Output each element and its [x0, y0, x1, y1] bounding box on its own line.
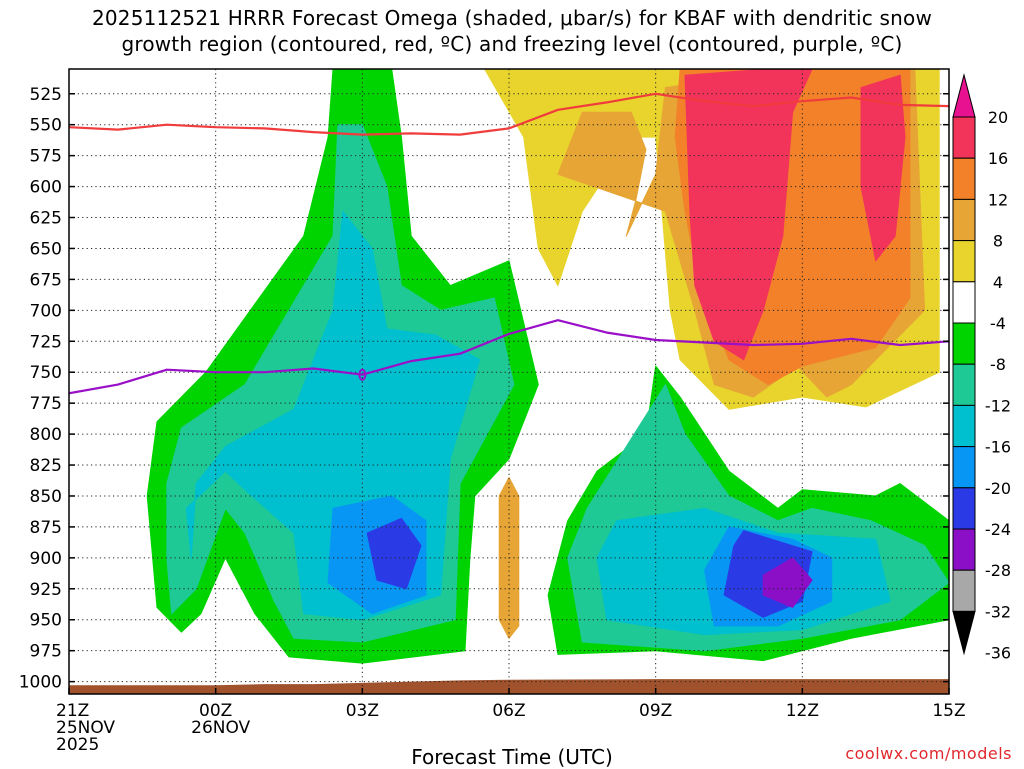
colorbar-label: -12 — [985, 396, 1011, 415]
omega-region-descent-north-core — [684, 69, 813, 361]
colorbar-label: -24 — [985, 520, 1011, 539]
y-tick-label: 700 — [30, 301, 62, 321]
y-tick-label: 850 — [30, 487, 62, 507]
omega-shading-layer — [146, 69, 949, 664]
y-tick-label: 675 — [30, 270, 62, 290]
colorbar-bin — [952, 487, 976, 530]
colorbar-bin — [952, 322, 976, 365]
chart-title-line-1: 2025112521 HRRR Forecast Omega (shaded, … — [91, 6, 933, 30]
freezing-level-line — [69, 319, 949, 395]
colorbar-top-arrow — [952, 73, 976, 118]
y-tick-label: 925 — [30, 580, 62, 600]
colorbar-bin — [952, 363, 976, 406]
x-tick-label: 00Z — [199, 701, 232, 721]
y-axis: 525 550 575 600 625 650 675 700 725 750 775 800 825 8… — [19, 85, 949, 693]
y-tick-label: 600 — [30, 178, 62, 198]
surface-terrain — [69, 679, 949, 694]
x-axis-title: Forecast Time (UTC) — [411, 745, 613, 769]
colorbar-bin — [952, 157, 976, 200]
colorbar-bottom-arrow — [952, 610, 976, 656]
y-tick-label: 725 — [30, 332, 62, 352]
colorbar-label: -20 — [985, 479, 1011, 498]
credit-text: coolwx.com/models — [845, 744, 1012, 763]
colorbar-label: 4 — [993, 273, 1003, 292]
colorbar: 20 16 12 8 4 -4 -8 -12 -16 -20 -24 -28 -32 -36 — [952, 73, 1011, 663]
x-tick-label: 2025 — [56, 735, 99, 755]
colorbar-bin — [952, 446, 976, 489]
x-tick-label: 26NOV — [191, 718, 250, 738]
y-tick-label: 800 — [30, 425, 62, 445]
colorbar-label: -8 — [990, 355, 1006, 374]
colorbar-bin — [952, 116, 976, 159]
grid-layer — [69, 69, 949, 694]
x-tick-label: 25NOV — [56, 718, 115, 738]
y-tick-label: 775 — [30, 394, 62, 414]
x-tick-label: 12Z — [786, 701, 819, 721]
y-tick-label: 550 — [30, 116, 62, 136]
x-tick-label: 06Z — [492, 701, 525, 721]
y-tick-label: 825 — [30, 456, 62, 476]
colorbar-bin — [952, 404, 976, 448]
y-tick-label: 650 — [30, 239, 62, 259]
colorbar-label: -4 — [990, 314, 1006, 333]
y-tick-label: 975 — [30, 642, 62, 662]
x-tick-label: 15Z — [932, 701, 965, 721]
x-tick-label: 21Z — [56, 701, 89, 721]
colorbar-bin — [952, 528, 976, 571]
freezing-line-label — [358, 368, 367, 381]
omega-region-ascent-west-core — [366, 517, 422, 590]
y-tick-label: 575 — [30, 147, 62, 167]
colorbar-bin — [952, 198, 976, 242]
colorbar-label: 12 — [988, 190, 1008, 209]
y-tick-label: 625 — [30, 209, 62, 229]
surface-layer — [69, 679, 949, 694]
y-tick-label: 1000 — [19, 673, 62, 693]
colorbar-label: -36 — [985, 644, 1011, 663]
colorbar-label: -28 — [985, 561, 1011, 580]
colorbar-label: -32 — [985, 602, 1011, 621]
x-tick-label: 09Z — [639, 701, 672, 721]
y-tick-label: 525 — [30, 85, 62, 105]
colorbar-bin — [952, 569, 976, 612]
colorbar-label: -16 — [985, 438, 1011, 457]
colorbar-bin — [952, 281, 976, 324]
x-tick-label: 03Z — [346, 701, 379, 721]
chart-title-line-2: growth region (contoured, red, ºC) and f… — [121, 32, 903, 56]
contour-lines-layer — [69, 92, 949, 395]
dendritic-growth-line — [69, 92, 949, 136]
colorbar-label: 20 — [988, 108, 1008, 127]
y-tick-label: 900 — [30, 549, 62, 569]
y-tick-label: 750 — [30, 363, 62, 383]
colorbar-label: 8 — [993, 232, 1003, 251]
y-tick-label: 950 — [30, 611, 62, 631]
colorbar-bin — [952, 240, 976, 283]
y-tick-label: 875 — [30, 518, 62, 538]
colorbar-label: 16 — [988, 149, 1008, 168]
